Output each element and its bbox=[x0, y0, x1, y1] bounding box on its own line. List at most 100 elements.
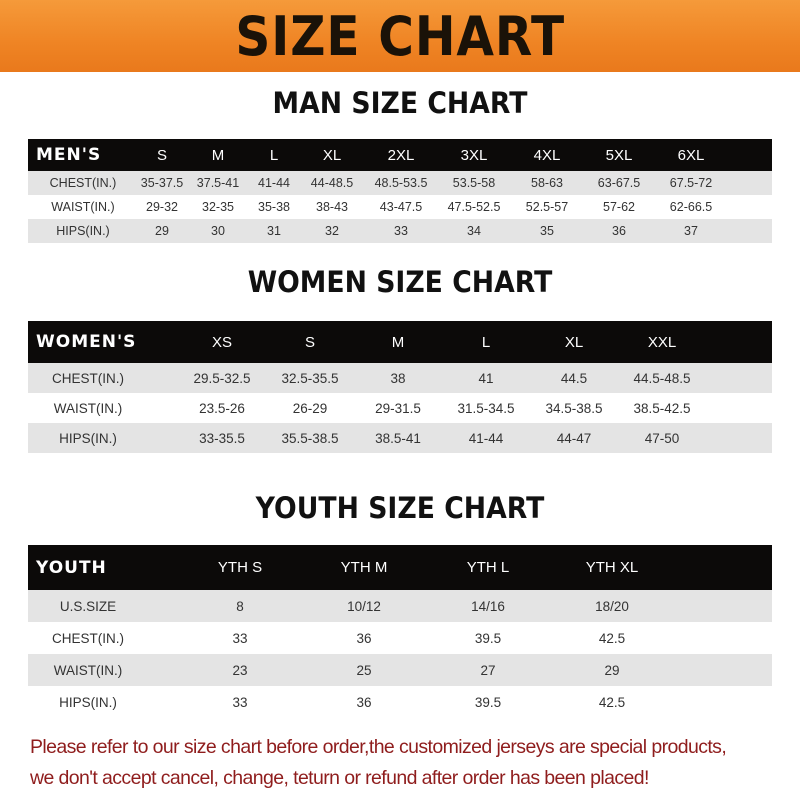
header-cell: S bbox=[304, 333, 315, 351]
row-cell: 43-47.5 bbox=[379, 200, 423, 214]
banner: SIZE CHART bbox=[0, 0, 800, 72]
table-row: HIPS(IN.) 33-35.5 35.5-38.5 38.5-41 41-44 44-… bbox=[28, 423, 772, 453]
row-cell: 42.5 bbox=[598, 630, 626, 646]
row-cell: 36 bbox=[356, 630, 372, 646]
notice-line-2: we don't accept cancel, change, teturn o… bbox=[30, 767, 649, 789]
table-header-row: WOMEN'S XS S M L XL XXL bbox=[28, 321, 772, 363]
table-row: WAIST(IN.) 23.5-26 26-29 29-31.5 31.5-34.5 34… bbox=[28, 393, 772, 423]
row-cell: 23.5-26 bbox=[199, 400, 245, 416]
row-cell: 44-48.5 bbox=[310, 176, 354, 190]
row-cell: 32-35 bbox=[202, 200, 234, 214]
row-cell: 39.5 bbox=[474, 694, 502, 710]
row-label: CHEST(IN.) bbox=[49, 176, 117, 190]
header-cell: 3XL bbox=[460, 146, 488, 164]
table-row: WAIST(IN.) 23 25 27 29 bbox=[28, 654, 772, 686]
row-cell: 67.5-72 bbox=[669, 176, 713, 190]
women-section-title: WOMEN SIZE CHART bbox=[247, 265, 553, 299]
row-cell: 39.5 bbox=[474, 630, 502, 646]
row-label: HIPS(IN.) bbox=[59, 694, 117, 710]
row-cell: 38.5-41 bbox=[375, 430, 421, 446]
row-cell: 35-38 bbox=[258, 200, 290, 214]
row-cell: 44.5 bbox=[560, 370, 588, 386]
row-cell: 8 bbox=[236, 598, 244, 614]
header-label: YOUTH bbox=[36, 557, 107, 578]
header-cell: M bbox=[211, 146, 225, 164]
table-header-row: MEN'S S M L XL 2XL 3XL 4XL 5XL 6XL bbox=[28, 139, 772, 171]
table-row: CHEST(IN.) 33 36 39.5 42.5 bbox=[28, 622, 772, 654]
row-cell: 44.5-48.5 bbox=[633, 370, 691, 386]
men-section-title: MAN SIZE CHART bbox=[272, 86, 528, 120]
header-cell: 4XL bbox=[533, 146, 561, 164]
row-cell: 57-62 bbox=[603, 200, 635, 214]
header-cell: XL bbox=[564, 333, 584, 351]
row-cell: 36 bbox=[612, 224, 626, 238]
men-size-table: MEN'S S M L XL 2XL 3XL 4XL 5XL 6XL CHEST(IN.) 35-37… bbox=[28, 139, 772, 243]
header-cell: S bbox=[156, 146, 167, 164]
row-cell: 32 bbox=[325, 224, 339, 238]
women-size-table: WOMEN'S XS S M L XL XXL CHEST(IN.) 29.5-32.5 32.5… bbox=[28, 321, 772, 453]
header-label: MEN'S bbox=[36, 145, 102, 165]
row-cell: 29.5-32.5 bbox=[193, 370, 251, 386]
table-header-row: YOUTH YTH S YTH M YTH L YTH XL bbox=[28, 545, 772, 590]
row-cell: 33-35.5 bbox=[199, 430, 245, 446]
row-cell: 33 bbox=[232, 694, 248, 710]
row-cell: 58-63 bbox=[531, 176, 563, 190]
row-cell: 36 bbox=[356, 694, 372, 710]
row-label: HIPS(IN.) bbox=[59, 430, 117, 446]
row-cell: 53.5-58 bbox=[452, 176, 496, 190]
row-cell: 34 bbox=[467, 224, 481, 238]
row-cell: 23 bbox=[232, 662, 248, 678]
row-cell: 29-31.5 bbox=[375, 400, 421, 416]
header-cell: YTH L bbox=[466, 559, 510, 576]
header-cell: L bbox=[269, 146, 279, 164]
row-cell: 62-66.5 bbox=[669, 200, 713, 214]
row-cell: 47-50 bbox=[644, 430, 680, 446]
table-row: CHEST(IN.) 35-37.5 37.5-41 41-44 44-48.5 48.5… bbox=[28, 171, 772, 195]
header-cell: YTH XL bbox=[585, 559, 639, 576]
row-cell: 47.5-52.5 bbox=[447, 200, 501, 214]
row-cell: 42.5 bbox=[598, 694, 626, 710]
notice-line-1: Please refer to our size chart before or… bbox=[30, 736, 727, 758]
row-cell: 38.5-42.5 bbox=[633, 400, 691, 416]
row-cell: 37 bbox=[684, 224, 698, 238]
header-cell: YTH M bbox=[340, 559, 388, 576]
row-cell: 41-44 bbox=[258, 176, 290, 190]
row-label: WAIST(IN.) bbox=[53, 400, 123, 416]
row-cell: 26-29 bbox=[292, 400, 328, 416]
row-cell: 38-43 bbox=[316, 200, 348, 214]
table-row: WAIST(IN.) 29-32 32-35 35-38 38-43 43-47.5 47.… bbox=[28, 195, 772, 219]
row-cell: 10/12 bbox=[347, 598, 381, 614]
row-label: CHEST(IN.) bbox=[52, 370, 124, 386]
header-cell: XXL bbox=[647, 333, 677, 351]
row-cell: 41 bbox=[478, 370, 494, 386]
header-cell: 6XL bbox=[677, 146, 705, 164]
row-cell: 27 bbox=[480, 662, 496, 678]
table-row: U.S.SIZE 8 10/12 14/16 18/20 bbox=[28, 590, 772, 622]
row-cell: 31.5-34.5 bbox=[457, 400, 515, 416]
table-row: CHEST(IN.) 29.5-32.5 32.5-35.5 38 41 44.5 44.5… bbox=[28, 363, 772, 393]
table-row: HIPS(IN.) 29 30 31 32 33 34 35 36 37 bbox=[28, 219, 772, 243]
header-cell: 2XL bbox=[387, 146, 415, 164]
table-row: HIPS(IN.) 33 36 39.5 42.5 bbox=[28, 686, 772, 718]
header-label: WOMEN'S bbox=[36, 332, 137, 352]
row-cell: 33 bbox=[394, 224, 408, 238]
row-cell: 34.5-38.5 bbox=[545, 400, 603, 416]
row-cell: 18/20 bbox=[595, 598, 629, 614]
row-cell: 48.5-53.5 bbox=[374, 176, 428, 190]
row-label: CHEST(IN.) bbox=[52, 630, 124, 646]
row-cell: 29 bbox=[604, 662, 620, 678]
row-cell: 44-47 bbox=[556, 430, 592, 446]
row-cell: 38 bbox=[390, 370, 406, 386]
row-cell: 14/16 bbox=[471, 598, 505, 614]
row-cell: 29-32 bbox=[146, 200, 178, 214]
row-label: HIPS(IN.) bbox=[56, 224, 110, 238]
row-label: WAIST(IN.) bbox=[51, 200, 115, 214]
row-cell: 52.5-57 bbox=[525, 200, 569, 214]
row-cell: 31 bbox=[267, 224, 281, 238]
row-cell: 29 bbox=[155, 224, 169, 238]
header-cell: M bbox=[391, 333, 405, 351]
header-cell: XS bbox=[211, 333, 232, 351]
row-label: WAIST(IN.) bbox=[53, 662, 123, 678]
row-cell: 37.5-41 bbox=[196, 176, 240, 190]
banner-title: SIZE CHART bbox=[235, 4, 565, 68]
